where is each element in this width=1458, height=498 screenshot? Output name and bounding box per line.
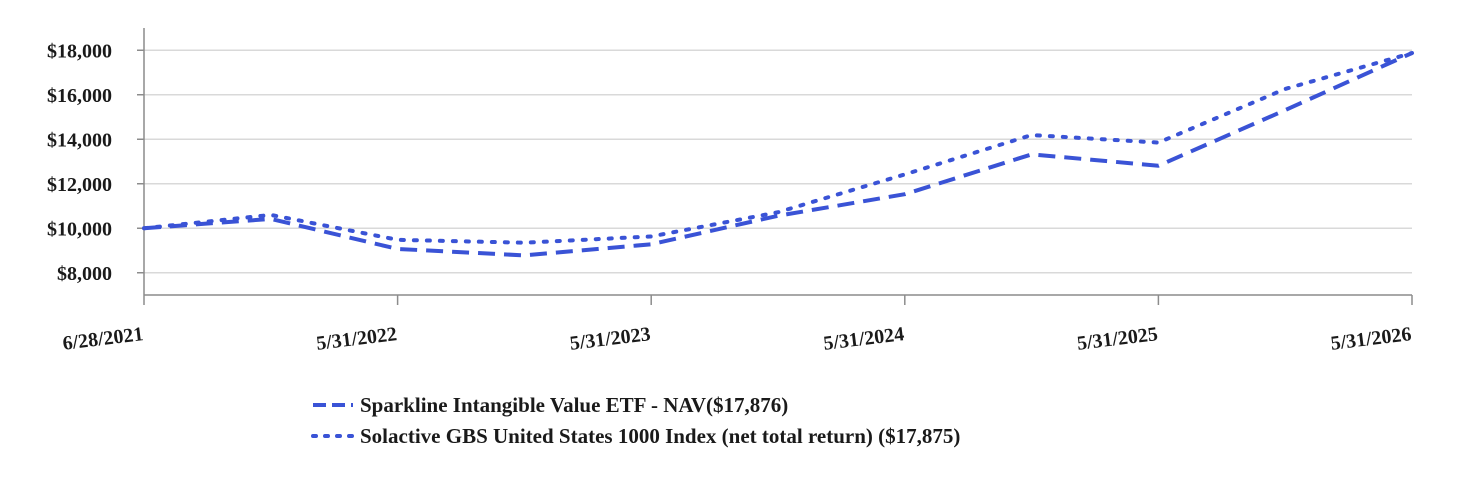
legend: Sparkline Intangible Value ETF - NAV($17…	[311, 393, 960, 448]
series-line-2	[142, 51, 1414, 245]
x-tick-label: 5/31/2022	[315, 323, 398, 355]
y-tick-label: $8,000	[57, 263, 112, 285]
grid-lines	[144, 49, 1412, 274]
y-tick-label: $10,000	[47, 218, 112, 240]
x-tick-label: 5/31/2025	[1076, 323, 1159, 355]
x-tick-label: 5/31/2023	[569, 323, 652, 355]
axes	[137, 28, 1413, 305]
legend-label-1: Sparkline Intangible Value ETF - NAV($17…	[360, 393, 788, 417]
legend-label-2: Solactive GBS United States 1000 Index (…	[360, 424, 960, 448]
series-line-1	[143, 51, 1413, 258]
y-axis-tick-labels: $8,000 $10,000 $12,000 $14,000 $16,000 $18,00…	[47, 40, 112, 285]
x-tick-label: 5/31/2026	[1329, 323, 1412, 355]
y-tick-label: $16,000	[47, 85, 112, 107]
x-tick-label: 6/28/2021	[61, 323, 144, 355]
series-lines	[142, 51, 1414, 258]
y-tick-label: $14,000	[47, 129, 112, 151]
y-tick-label: $12,000	[47, 174, 112, 196]
y-tick-label: $18,000	[47, 40, 112, 62]
x-tick-label: 5/31/2024	[822, 323, 905, 355]
x-axis-tick-labels: 6/28/2021 5/31/2022 5/31/2023 5/31/2024 5/31…	[61, 323, 1412, 355]
